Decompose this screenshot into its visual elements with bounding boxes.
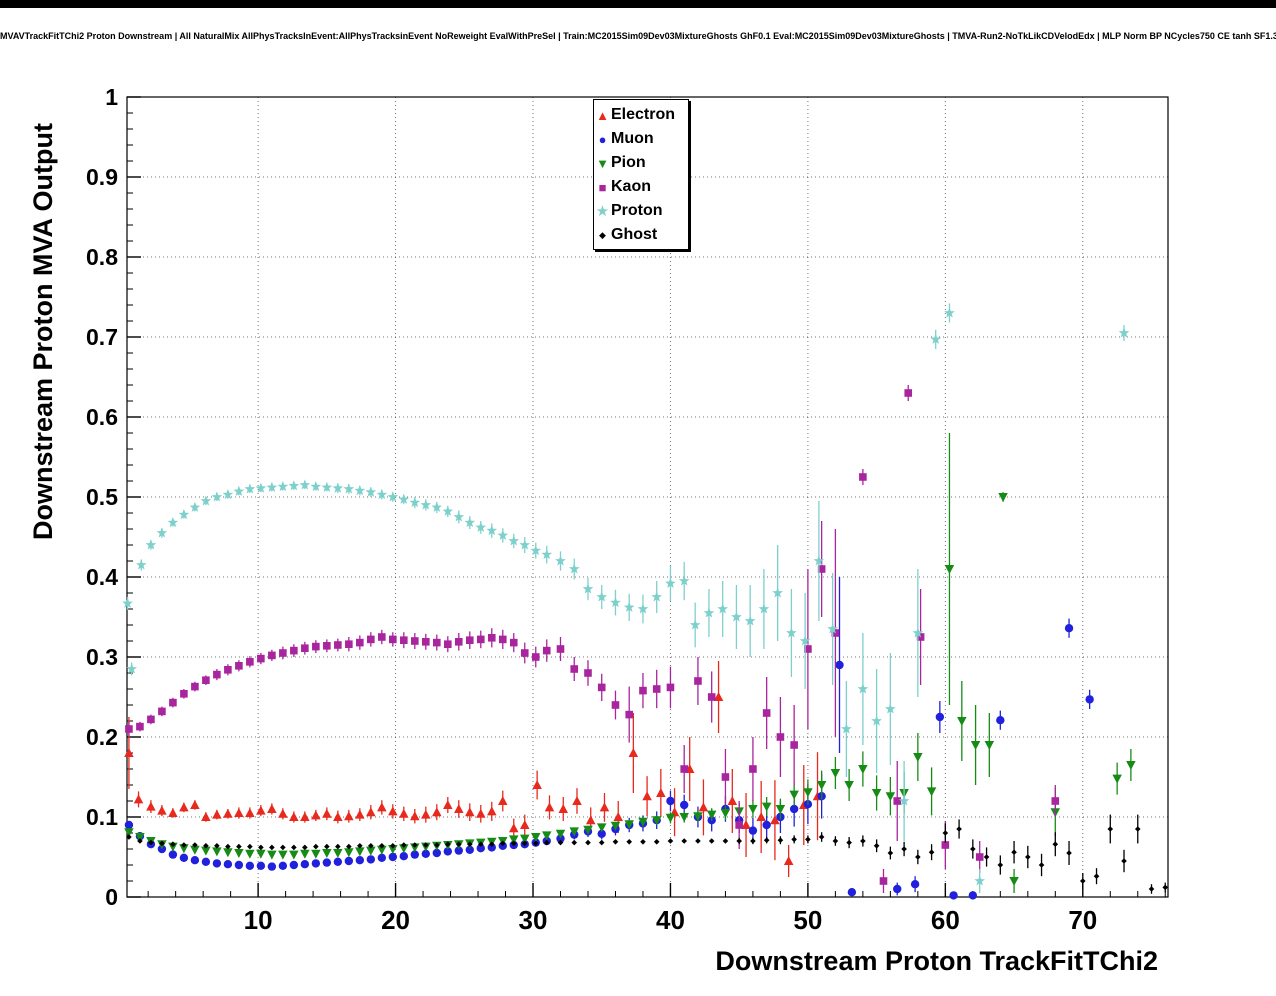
legend: ▲ Electron ● Muon ▼ Pion ■ Kaon ★ Proton…	[593, 99, 689, 250]
svg-text:0.6: 0.6	[86, 404, 118, 430]
legend-label-pion: Pion	[611, 154, 646, 171]
legend-label-proton: Proton	[611, 202, 663, 219]
legend-entry-muon: ● Muon	[594, 127, 688, 151]
legend-entry-ghost: ◆ Ghost	[594, 223, 688, 247]
svg-text:10: 10	[244, 905, 273, 935]
svg-text:0: 0	[105, 884, 118, 910]
svg-text:50: 50	[793, 905, 822, 935]
svg-text:1: 1	[105, 84, 118, 110]
muon-marker-icon: ●	[598, 131, 607, 147]
svg-text:0.1: 0.1	[86, 804, 118, 830]
legend-entry-proton: ★ Proton	[594, 199, 688, 223]
svg-text:30: 30	[519, 905, 548, 935]
electron-marker-icon: ▲	[596, 107, 609, 123]
legend-entry-electron: ▲ Electron	[594, 103, 688, 127]
svg-text:40: 40	[656, 905, 685, 935]
plot-title: MVAVTrackFitTChi2 Proton Downstream | Al…	[0, 31, 1276, 41]
legend-label-muon: Muon	[611, 130, 654, 147]
window-top-bar	[0, 0, 1276, 8]
svg-text:20: 20	[381, 905, 410, 935]
legend-entry-kaon: ■ Kaon	[594, 175, 688, 199]
legend-label-electron: Electron	[611, 106, 676, 123]
svg-text:70: 70	[1068, 905, 1097, 935]
svg-text:0.7: 0.7	[86, 324, 118, 350]
svg-text:0.5: 0.5	[86, 484, 118, 510]
ghost-marker-icon: ◆	[599, 229, 606, 240]
svg-text:0.2: 0.2	[86, 724, 118, 750]
legend-label-ghost: Ghost	[611, 226, 658, 243]
proton-marker-icon: ★	[595, 202, 610, 220]
svg-text:0.3: 0.3	[86, 644, 118, 670]
svg-text:60: 60	[931, 905, 960, 935]
x-axis-title: Downstream Proton TrackFitTChi2	[715, 946, 1158, 976]
svg-text:0.9: 0.9	[86, 164, 118, 190]
legend-entry-pion: ▼ Pion	[594, 151, 688, 175]
legend-label-kaon: Kaon	[611, 178, 651, 195]
kaon-marker-icon: ■	[598, 179, 607, 195]
pion-marker-icon: ▼	[596, 155, 609, 171]
svg-text:0.4: 0.4	[86, 564, 118, 590]
svg-text:0.8: 0.8	[86, 244, 118, 270]
